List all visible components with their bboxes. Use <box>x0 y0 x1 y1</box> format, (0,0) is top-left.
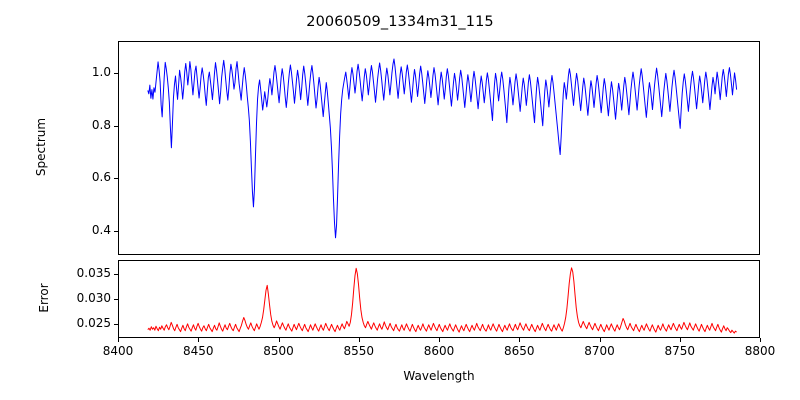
axis-tick <box>114 231 118 232</box>
axis-tick-label: 8450 <box>182 344 214 358</box>
axis-tick-label: 8600 <box>423 344 455 358</box>
error-trace <box>119 261 759 337</box>
error-plot-panel <box>118 260 760 338</box>
axis-tick-label: 8650 <box>503 344 535 358</box>
axis-tick <box>114 73 118 74</box>
axis-tick-label: 0.030 <box>76 291 111 305</box>
axis-tick <box>114 274 118 275</box>
axis-tick-label: 8800 <box>744 344 776 358</box>
axis-tick <box>114 178 118 179</box>
axis-tick-label: 0.4 <box>91 223 111 238</box>
spectrum-data-line <box>148 59 737 238</box>
axis-tick <box>279 338 280 342</box>
axis-tick-label: 0.8 <box>91 117 111 132</box>
axis-tick <box>118 338 119 342</box>
axis-tick-label: 8550 <box>343 344 375 358</box>
axis-tick-label: 8750 <box>664 344 696 358</box>
axis-tick-label: 0.6 <box>91 170 111 185</box>
spectrum-plot-panel <box>118 41 760 255</box>
axis-tick-label: 8500 <box>263 344 294 358</box>
axis-tick-label: 8700 <box>584 344 615 358</box>
axis-tick-label: 1.0 <box>91 64 111 79</box>
x-axis-label: Wavelength <box>403 369 475 383</box>
spectrum-trace <box>119 42 759 254</box>
axis-tick <box>198 338 199 342</box>
chart-title: 20060509_1334m31_115 <box>306 14 494 30</box>
error-data-line <box>148 268 737 333</box>
axis-tick <box>114 324 118 325</box>
axis-tick-label: 0.035 <box>76 266 111 280</box>
axis-tick <box>760 338 761 342</box>
axis-tick-label: 0.025 <box>76 316 111 330</box>
y-axis-label-spectrum: Spectrum <box>34 117 48 177</box>
axis-tick <box>439 338 440 342</box>
axis-tick-label: 8400 <box>102 344 134 358</box>
axis-tick <box>114 299 118 300</box>
axis-tick <box>600 338 601 342</box>
axis-tick <box>359 338 360 342</box>
axis-tick <box>519 338 520 342</box>
axis-tick <box>114 126 118 127</box>
axis-tick <box>680 338 681 342</box>
